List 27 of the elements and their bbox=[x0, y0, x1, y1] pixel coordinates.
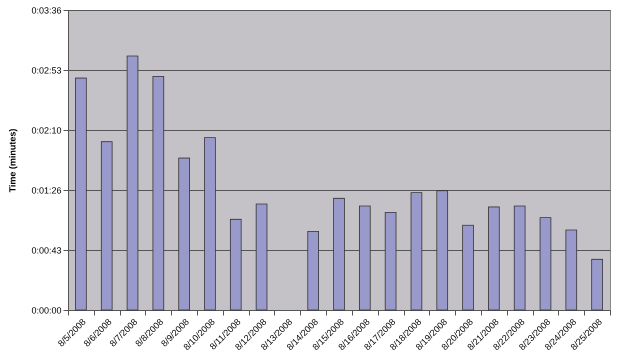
bar bbox=[488, 206, 500, 310]
y-axis-title: Time (minutes) bbox=[7, 128, 18, 192]
bar bbox=[436, 190, 448, 310]
bar bbox=[178, 158, 190, 310]
bar bbox=[256, 204, 268, 310]
bar bbox=[307, 230, 320, 310]
y-tick-label: 0:00:43 bbox=[31, 246, 62, 256]
y-tick-label: 0:03:36 bbox=[31, 6, 62, 16]
bar bbox=[358, 206, 371, 310]
y-tick-label: 0:02:10 bbox=[31, 126, 62, 136]
y-tick-label: 0:01:26 bbox=[31, 186, 62, 196]
y-tick-label: 0:02:53 bbox=[31, 66, 62, 76]
bar bbox=[333, 198, 345, 310]
y-tick-label: 0:00:00 bbox=[31, 306, 62, 316]
bar bbox=[462, 224, 474, 310]
bar bbox=[126, 56, 138, 310]
bar bbox=[514, 206, 526, 310]
bar bbox=[565, 230, 578, 310]
bar bbox=[204, 137, 216, 310]
bar bbox=[591, 258, 603, 310]
bar bbox=[152, 76, 164, 310]
bar bbox=[540, 217, 552, 310]
bar bbox=[410, 192, 422, 310]
bar bbox=[384, 212, 396, 310]
bar bbox=[100, 141, 113, 310]
bar bbox=[230, 218, 242, 310]
bar bbox=[75, 78, 87, 310]
